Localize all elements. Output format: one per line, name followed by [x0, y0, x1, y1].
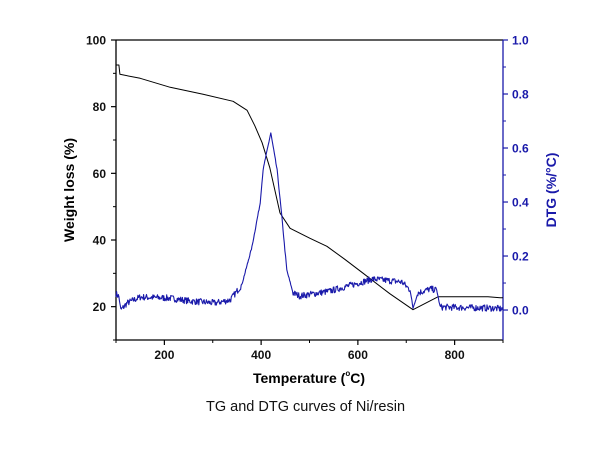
y-right-tick-label: 0.4 [512, 196, 529, 210]
series-line-dtg [115, 132, 504, 312]
y-right-tick-label: 1.0 [512, 34, 529, 48]
x-tick-label: 200 [154, 348, 174, 362]
y-right-tick-label: 0.6 [512, 142, 529, 156]
y-left-tick-label: 100 [86, 34, 106, 48]
x-axis: 200 400 600 800 [115, 340, 504, 362]
y-axis-right: 0.0 0.2 0.4 0.6 0.8 1.0 [503, 34, 529, 318]
y-left-tick-label: 60 [93, 167, 107, 181]
figure-caption: TG and DTG curves of Ni/resin [205, 399, 406, 415]
y-axis-left: 20 40 60 80 100 [86, 34, 116, 341]
series-layer [115, 64, 504, 312]
y-axis-left-title: Weight loss (%) [61, 138, 77, 242]
x-tick-label: 800 [445, 348, 465, 362]
y-right-tick-label: 0.0 [512, 304, 529, 318]
plot-frame [115, 39, 504, 341]
x-tick-label: 600 [348, 348, 368, 362]
x-tick-label: 400 [251, 348, 271, 362]
y-right-tick-label: 0.2 [512, 250, 529, 264]
y-left-tick-label: 40 [93, 234, 107, 248]
x-axis-title: Temperature (oC) [253, 369, 365, 386]
y-axis-right-title: DTG (%/°C) [543, 153, 559, 228]
y-left-tick-label: 80 [93, 100, 107, 114]
y-left-tick-label: 20 [93, 300, 107, 314]
y-right-tick-label: 0.8 [512, 88, 529, 102]
series-line-tg [116, 64, 503, 311]
